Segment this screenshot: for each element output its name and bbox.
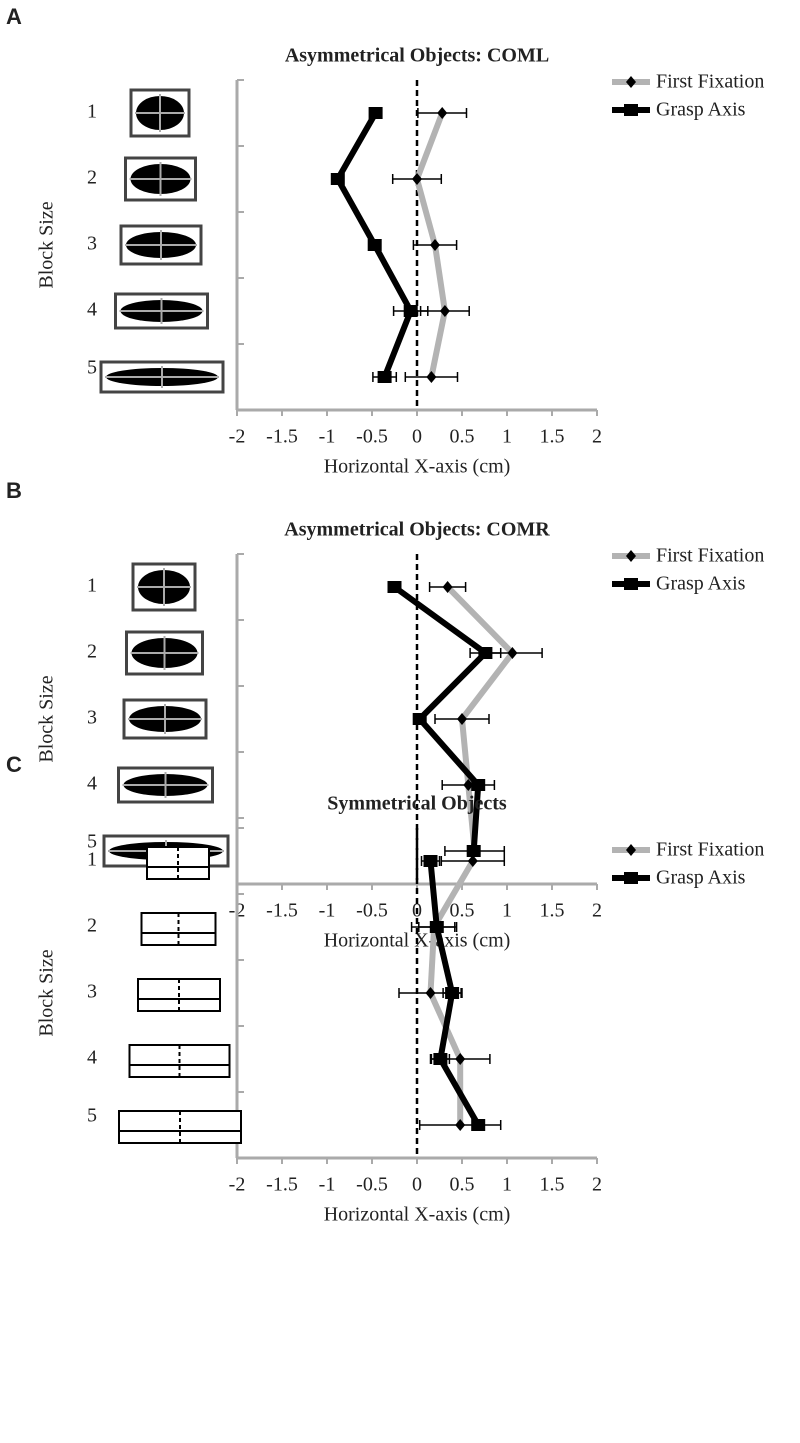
x-tick-label: 0.5 — [450, 426, 475, 448]
y-tick-label: 5 — [87, 1105, 97, 1127]
legend-label: Grasp Axis — [656, 573, 746, 595]
x-tick-label: -2 — [229, 426, 246, 448]
y-tick-label: 5 — [87, 831, 97, 853]
legend-label: Grasp Axis — [656, 867, 746, 889]
x-tick-label: -0.5 — [356, 426, 388, 448]
x-tick-label: 1.5 — [540, 426, 565, 448]
legend-marker — [626, 76, 636, 88]
marker — [387, 581, 402, 593]
y-axis-label: Block Size — [36, 949, 58, 1036]
panel-label: B — [6, 478, 22, 503]
legend-label: First Fixation — [656, 839, 764, 861]
y-tick-label: 4 — [87, 299, 97, 321]
panel-label: C — [6, 752, 22, 777]
marker — [368, 107, 383, 119]
x-tick-label: -0.5 — [356, 1174, 388, 1196]
marker — [457, 713, 467, 725]
x-tick-label: 0.5 — [450, 1174, 475, 1196]
marker — [466, 845, 481, 857]
x-tick-label: -1 — [319, 1174, 336, 1196]
x-tick-label: -2 — [229, 1174, 246, 1196]
y-tick-label: 2 — [87, 167, 97, 189]
marker — [437, 107, 448, 119]
marker — [330, 173, 345, 185]
x-axis-label: Horizontal X-axis (cm) — [324, 1204, 511, 1226]
marker — [367, 239, 382, 251]
x-tick-label: -1.5 — [266, 900, 298, 922]
legend-label: First Fixation — [656, 545, 764, 567]
marker — [442, 581, 453, 593]
x-tick-label: 0 — [412, 426, 422, 448]
marker — [430, 239, 440, 251]
x-tick-label: -1.5 — [266, 426, 298, 448]
legend-marker — [626, 844, 636, 856]
x-tick-label: 2 — [592, 426, 602, 448]
marker — [403, 305, 418, 317]
marker — [377, 371, 392, 383]
y-tick-label: 3 — [87, 233, 97, 255]
marker — [445, 987, 460, 999]
chart-title: Symmetrical Objects — [327, 793, 507, 815]
panel: A Asymmetrical Objects: COML Block Size Hor… — [6, 4, 764, 478]
legend-marker — [626, 550, 636, 562]
marker — [463, 779, 474, 791]
legend-marker — [624, 578, 638, 590]
marker — [439, 305, 450, 317]
x-tick-label: 1.5 — [540, 1174, 565, 1196]
marker — [423, 855, 438, 867]
marker — [507, 647, 518, 659]
marker — [412, 713, 427, 725]
marker — [467, 855, 478, 867]
y-tick-label: 2 — [87, 641, 97, 663]
marker — [412, 173, 422, 185]
x-tick-label: 1 — [502, 900, 512, 922]
x-tick-label: -1.5 — [266, 1174, 298, 1196]
y-tick-label: 2 — [87, 915, 97, 937]
y-axis-label: Block Size — [36, 675, 58, 762]
marker — [429, 921, 444, 933]
y-axis-label: Block Size — [36, 201, 58, 288]
marker — [471, 1119, 486, 1131]
y-tick-label: 3 — [87, 981, 97, 1003]
y-tick-label: 4 — [87, 1047, 97, 1069]
marker — [455, 1119, 466, 1131]
legend-marker — [624, 872, 638, 884]
x-axis-label: Horizontal X-axis (cm) — [324, 456, 511, 478]
legend-label: Grasp Axis — [656, 99, 746, 121]
x-tick-label: -1 — [319, 900, 336, 922]
panel: C Symmetrical Objects Block Size Horizontal… — [6, 752, 764, 1226]
chart-title: Asymmetrical Objects: COMR — [284, 519, 550, 541]
marker — [426, 371, 437, 383]
legend-marker — [624, 104, 638, 116]
x-tick-label: 0 — [412, 1174, 422, 1196]
x-tick-label: 2 — [592, 1174, 602, 1196]
marker — [478, 647, 493, 659]
marker — [433, 1053, 448, 1065]
y-tick-label: 1 — [87, 101, 97, 123]
marker — [471, 779, 486, 791]
y-tick-label: 1 — [87, 849, 97, 871]
marker — [455, 1053, 466, 1065]
y-tick-label: 3 — [87, 707, 97, 729]
chart-title: Asymmetrical Objects: COML — [285, 45, 549, 67]
x-tick-label: 2 — [592, 900, 602, 922]
panel-label: A — [6, 4, 22, 29]
x-tick-label: 1 — [502, 426, 512, 448]
legend-label: First Fixation — [656, 71, 764, 93]
x-tick-label: -0.5 — [356, 900, 388, 922]
y-tick-label: 1 — [87, 575, 97, 597]
y-tick-label: 5 — [87, 357, 97, 379]
marker — [425, 987, 436, 999]
x-tick-label: 1.5 — [540, 900, 565, 922]
x-tick-label: -1 — [319, 426, 336, 448]
x-tick-label: 1 — [502, 1174, 512, 1196]
y-tick-label: 4 — [87, 773, 97, 795]
x-tick-label: 0.5 — [450, 900, 475, 922]
